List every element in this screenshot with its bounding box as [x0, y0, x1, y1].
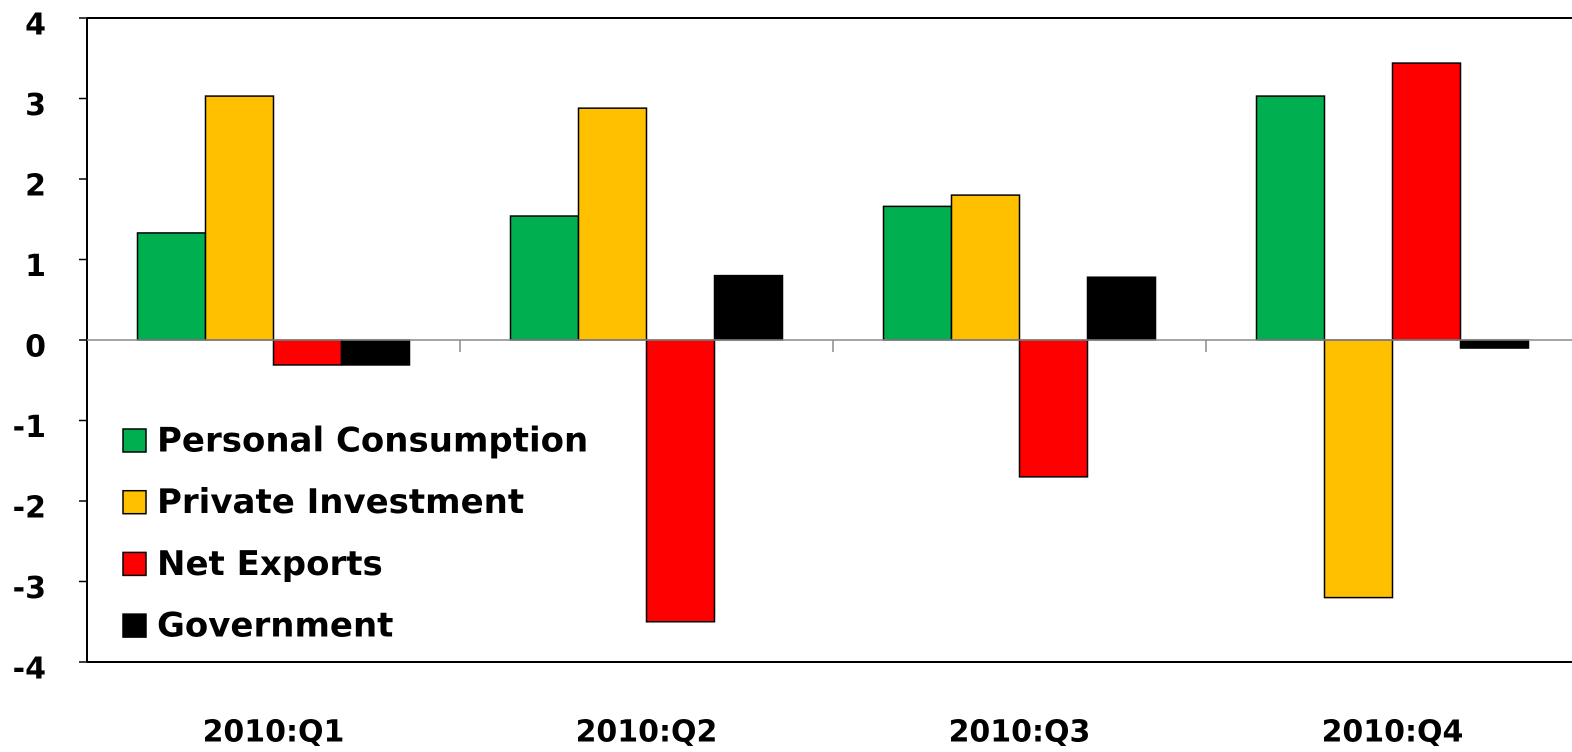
y-tick-label: 2	[25, 169, 46, 204]
legend-label: Government	[157, 606, 393, 646]
bar	[1086, 276, 1157, 341]
x-tick-label: 2010:Q3	[949, 715, 1091, 750]
y-tick-label: 4	[25, 8, 46, 43]
bar	[645, 339, 716, 623]
bar	[136, 232, 207, 341]
legend-label: Private Investment	[157, 482, 524, 522]
legend-swatch	[122, 489, 147, 515]
legend-swatch	[122, 613, 147, 638]
bar	[1459, 339, 1530, 349]
bar	[1391, 62, 1462, 341]
x-tick-label: 2010:Q1	[203, 715, 345, 750]
y-tick-label: 0	[25, 330, 46, 365]
legend-swatch	[122, 428, 147, 453]
bar	[882, 205, 953, 341]
y-tick-label: -3	[13, 571, 46, 606]
bar	[1018, 339, 1089, 478]
y-tick-label: -4	[13, 652, 46, 687]
bar	[1323, 339, 1394, 599]
x-tick-label: 2010:Q2	[576, 715, 718, 750]
y-tick-label: -2	[13, 491, 46, 526]
legend-swatch	[122, 551, 147, 577]
bar	[713, 274, 784, 341]
y-tick-label: -1	[13, 410, 46, 445]
bar	[340, 339, 411, 366]
legend-label: Net Exports	[157, 544, 383, 584]
bar	[509, 215, 580, 341]
bar	[577, 107, 648, 341]
y-tick-label: 1	[25, 249, 46, 284]
bar	[1255, 95, 1326, 341]
x-tick-label: 2010:Q4	[1322, 715, 1464, 750]
y-tick-label: 3	[25, 88, 46, 123]
legend-label: Personal Consumption	[157, 421, 588, 461]
bar	[204, 95, 275, 341]
bar	[272, 339, 343, 366]
bar	[950, 194, 1021, 341]
